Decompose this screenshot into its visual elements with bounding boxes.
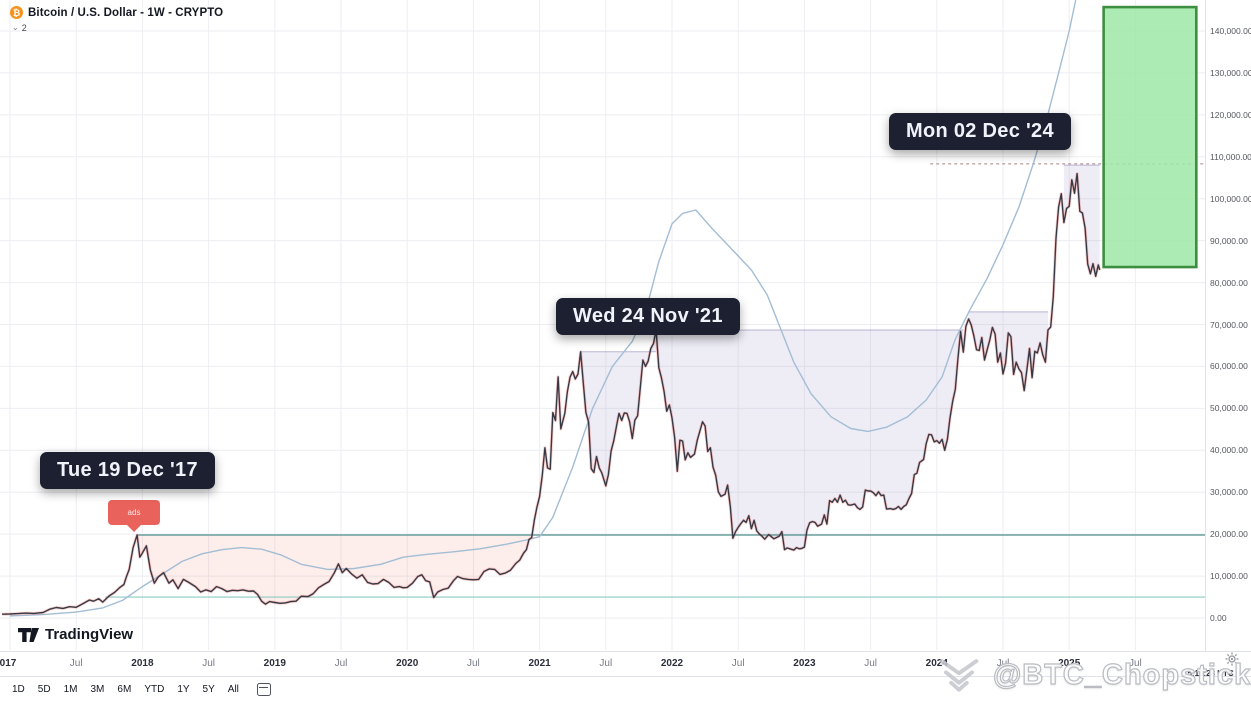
time-axis-jul-label: Jul <box>202 658 215 669</box>
tradingview-logo-text: TradingView <box>45 626 134 643</box>
chevron-down-icon: ⌄ <box>12 23 19 32</box>
price-axis-label: 120,000.00 <box>1210 109 1251 120</box>
range-button-3m[interactable]: 3M <box>90 684 105 695</box>
price-axis-label: 0.00 <box>1210 613 1227 623</box>
price-axis-label: 90,000.00 <box>1210 235 1248 246</box>
time-axis-year-label: 2020 <box>396 658 419 669</box>
time-axis-year-label: 2024 <box>925 658 948 669</box>
price-axis-label: 130,000.00 <box>1210 67 1251 78</box>
range-toolbar: 1D 5D 1M 3M 6M YTD 1Y 5Y All <box>0 677 1251 702</box>
time-axis-year-label: 2018 <box>131 658 154 669</box>
price-axis-label: 70,000.00 <box>1210 319 1248 330</box>
time-axis-jul-label: Jul <box>864 658 877 669</box>
indicator-toggle[interactable]: ⌄ 2 <box>12 23 223 33</box>
range-button-1y[interactable]: 1Y <box>177 684 190 695</box>
price-band <box>968 311 1049 391</box>
range-button-6m[interactable]: 6M <box>117 684 132 695</box>
range-button-all[interactable]: All <box>227 684 239 695</box>
time-axis-separator <box>0 651 1251 652</box>
price-axis[interactable]: 140,000.00 130,000.00 120,000.00 110,000.00… <box>1206 0 1251 651</box>
date-tooltip: Wed 24 Nov '21 <box>556 298 740 335</box>
time-axis-jul-label: Jul <box>996 658 1010 669</box>
time-axis-jul-label: Jul <box>599 658 613 669</box>
chart-plot-area[interactable] <box>0 0 1251 656</box>
tradingview-logo[interactable]: TradingView <box>18 626 133 643</box>
range-button-5y[interactable]: 5Y <box>202 684 215 695</box>
tradingview-logo-icon <box>18 627 39 642</box>
time-axis-year-label: 2021 <box>528 658 551 669</box>
chart-legend: ₿ Bitcoin / U.S. Dollar - 1W - CRYPTO ⌄ … <box>10 6 223 33</box>
range-button-1d[interactable]: 1D <box>12 684 25 695</box>
gear-icon[interactable] <box>1225 652 1239 671</box>
price-axis-label: 40,000.00 <box>1210 445 1248 456</box>
time-axis-jul-label: Jul <box>334 658 348 669</box>
red-callout: ads <box>108 500 160 525</box>
time-axis-year-label: 2019 <box>263 658 286 669</box>
projection-green-box <box>1102 5 1198 269</box>
server-clock: 15:10:28 UTC <box>1183 669 1234 678</box>
price-band <box>580 329 657 486</box>
time-axis-year-label: 2022 <box>660 658 684 669</box>
calendar-icon[interactable] <box>256 683 271 696</box>
time-axis-year-label: 2025 <box>1058 658 1081 669</box>
time-axis[interactable]: 017 Jul 2018 Jul 2019 Jul 2020 Jul 2021 Jul 2022 Ju… <box>0 652 1251 676</box>
date-tooltip: Mon 02 Dec '24 <box>889 113 1071 150</box>
price-axis-label: 30,000.00 <box>1210 487 1248 498</box>
time-axis-jul-label: Jul <box>466 658 480 669</box>
range-button-ytd[interactable]: YTD <box>144 684 165 695</box>
bitcoin-icon: ₿ <box>10 6 23 19</box>
price-axis-label: 80,000.00 <box>1210 277 1248 288</box>
range-button-5d[interactable]: 5D <box>37 684 51 695</box>
date-tooltip: Tue 19 Dec '17 <box>40 452 215 489</box>
price-axis-label: 20,000.00 <box>1210 529 1248 540</box>
price-band <box>1063 165 1100 277</box>
time-axis-jul-label: Jul <box>69 658 83 669</box>
symbol-title[interactable]: Bitcoin / U.S. Dollar - 1W - CRYPTO <box>28 6 224 19</box>
time-axis-jul-label: Jul <box>1128 658 1142 669</box>
price-axis-label: 140,000.00 <box>1210 26 1251 36</box>
price-axis-label: 110,000.00 <box>1210 151 1251 162</box>
price-axis-label: 60,000.00 <box>1210 361 1248 372</box>
price-axis-separator <box>1205 0 1206 651</box>
range-button-1m[interactable]: 1M <box>63 684 78 695</box>
time-axis-year-label: 017 <box>0 658 17 669</box>
price-axis-label: 10,000.00 <box>1210 571 1248 582</box>
price-axis-label: 100,000.00 <box>1210 193 1251 204</box>
toolbar-separator <box>0 676 1251 677</box>
indicator-count: 2 <box>21 23 27 33</box>
time-axis-year-label: 2023 <box>793 658 816 669</box>
price-axis-label: 50,000.00 <box>1210 403 1248 414</box>
price-line <box>2 172 1101 615</box>
price-band <box>656 329 964 551</box>
moving-average-line <box>9 0 1077 617</box>
symbol-title-row[interactable]: ₿ Bitcoin / U.S. Dollar - 1W - CRYPTO <box>10 6 223 19</box>
time-axis-jul-label: Jul <box>731 658 745 669</box>
